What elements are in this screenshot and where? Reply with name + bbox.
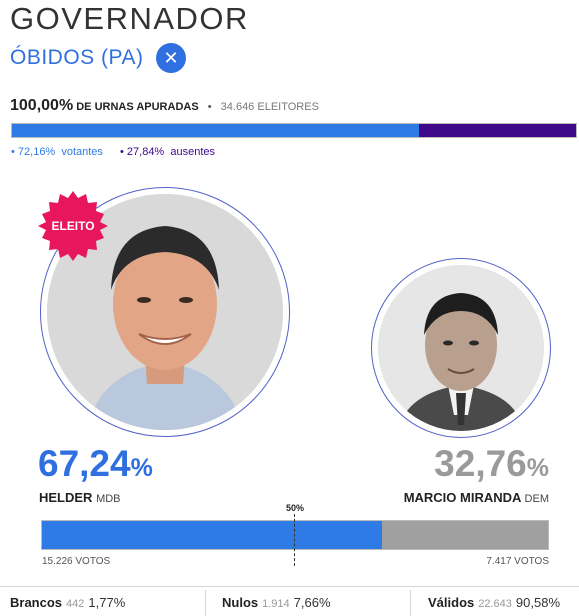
- candidate-2-portrait: [378, 265, 544, 431]
- apuracao-bullet: •: [207, 101, 212, 113]
- elected-badge: ELEITO: [38, 191, 108, 261]
- close-button[interactable]: ✕: [156, 43, 186, 73]
- race-title: GOVERNADOR: [10, 1, 249, 36]
- electors-count: 34.646: [220, 101, 255, 113]
- ausentes-legend: • 27,84% ausentes: [120, 146, 215, 158]
- candidate-1-percent: 67,24%: [38, 443, 153, 484]
- region-name: ÓBIDOS (PA): [10, 46, 144, 69]
- candidate-2-percent: 32,76%: [434, 443, 549, 484]
- half-marker-line: [294, 514, 295, 566]
- apuracao-label: de urnas apuradas: [76, 101, 199, 113]
- candidate-2-votes: 7.417 votos: [486, 556, 549, 567]
- candidate-2-photo: [371, 258, 551, 438]
- candidate-2-party: DEM: [524, 493, 549, 505]
- footer-separator: [410, 590, 411, 616]
- footer-validos: Válidos 22.643 90,58%: [428, 595, 560, 610]
- footer-divider: [0, 586, 579, 587]
- apuracao-summary: 100,00% de urnas apuradas • 34.646 eleit…: [10, 96, 319, 117]
- footer-brancos: Brancos 442 1,77%: [10, 595, 126, 610]
- elected-label: ELEITO: [51, 219, 94, 233]
- turnout-legend: • 72,16% votantes • 27,84% ausentes: [11, 145, 215, 159]
- electors-label: eleitores: [257, 101, 319, 113]
- candidate-1-party: MDB: [96, 493, 121, 505]
- candidate-1-portrait: [47, 194, 283, 430]
- apuracao-percent: 100,00%: [10, 97, 74, 114]
- footer-nulos: Nulos 1.914 7,66%: [222, 595, 331, 610]
- candidate-2-bar: [382, 521, 548, 549]
- candidate-1-votes: 15.226 votos: [42, 556, 111, 567]
- candidate-2-name: MARCIO MIRANDA DEM: [403, 490, 549, 505]
- candidate-1-name: HELDER MDB: [39, 490, 121, 505]
- turnout-ausentes-fill: [418, 124, 576, 137]
- vote-share-bar: [41, 520, 549, 550]
- votantes-legend: • 72,16% votantes: [11, 146, 103, 158]
- footer-separator: [205, 590, 206, 616]
- turnout-bar: [11, 123, 577, 138]
- close-icon: ✕: [163, 48, 179, 68]
- candidate-1-bar: [42, 521, 383, 549]
- elected-badge-seal: [38, 191, 108, 261]
- turnout-votantes-fill: [12, 124, 419, 137]
- half-marker-label: 50%: [286, 503, 305, 513]
